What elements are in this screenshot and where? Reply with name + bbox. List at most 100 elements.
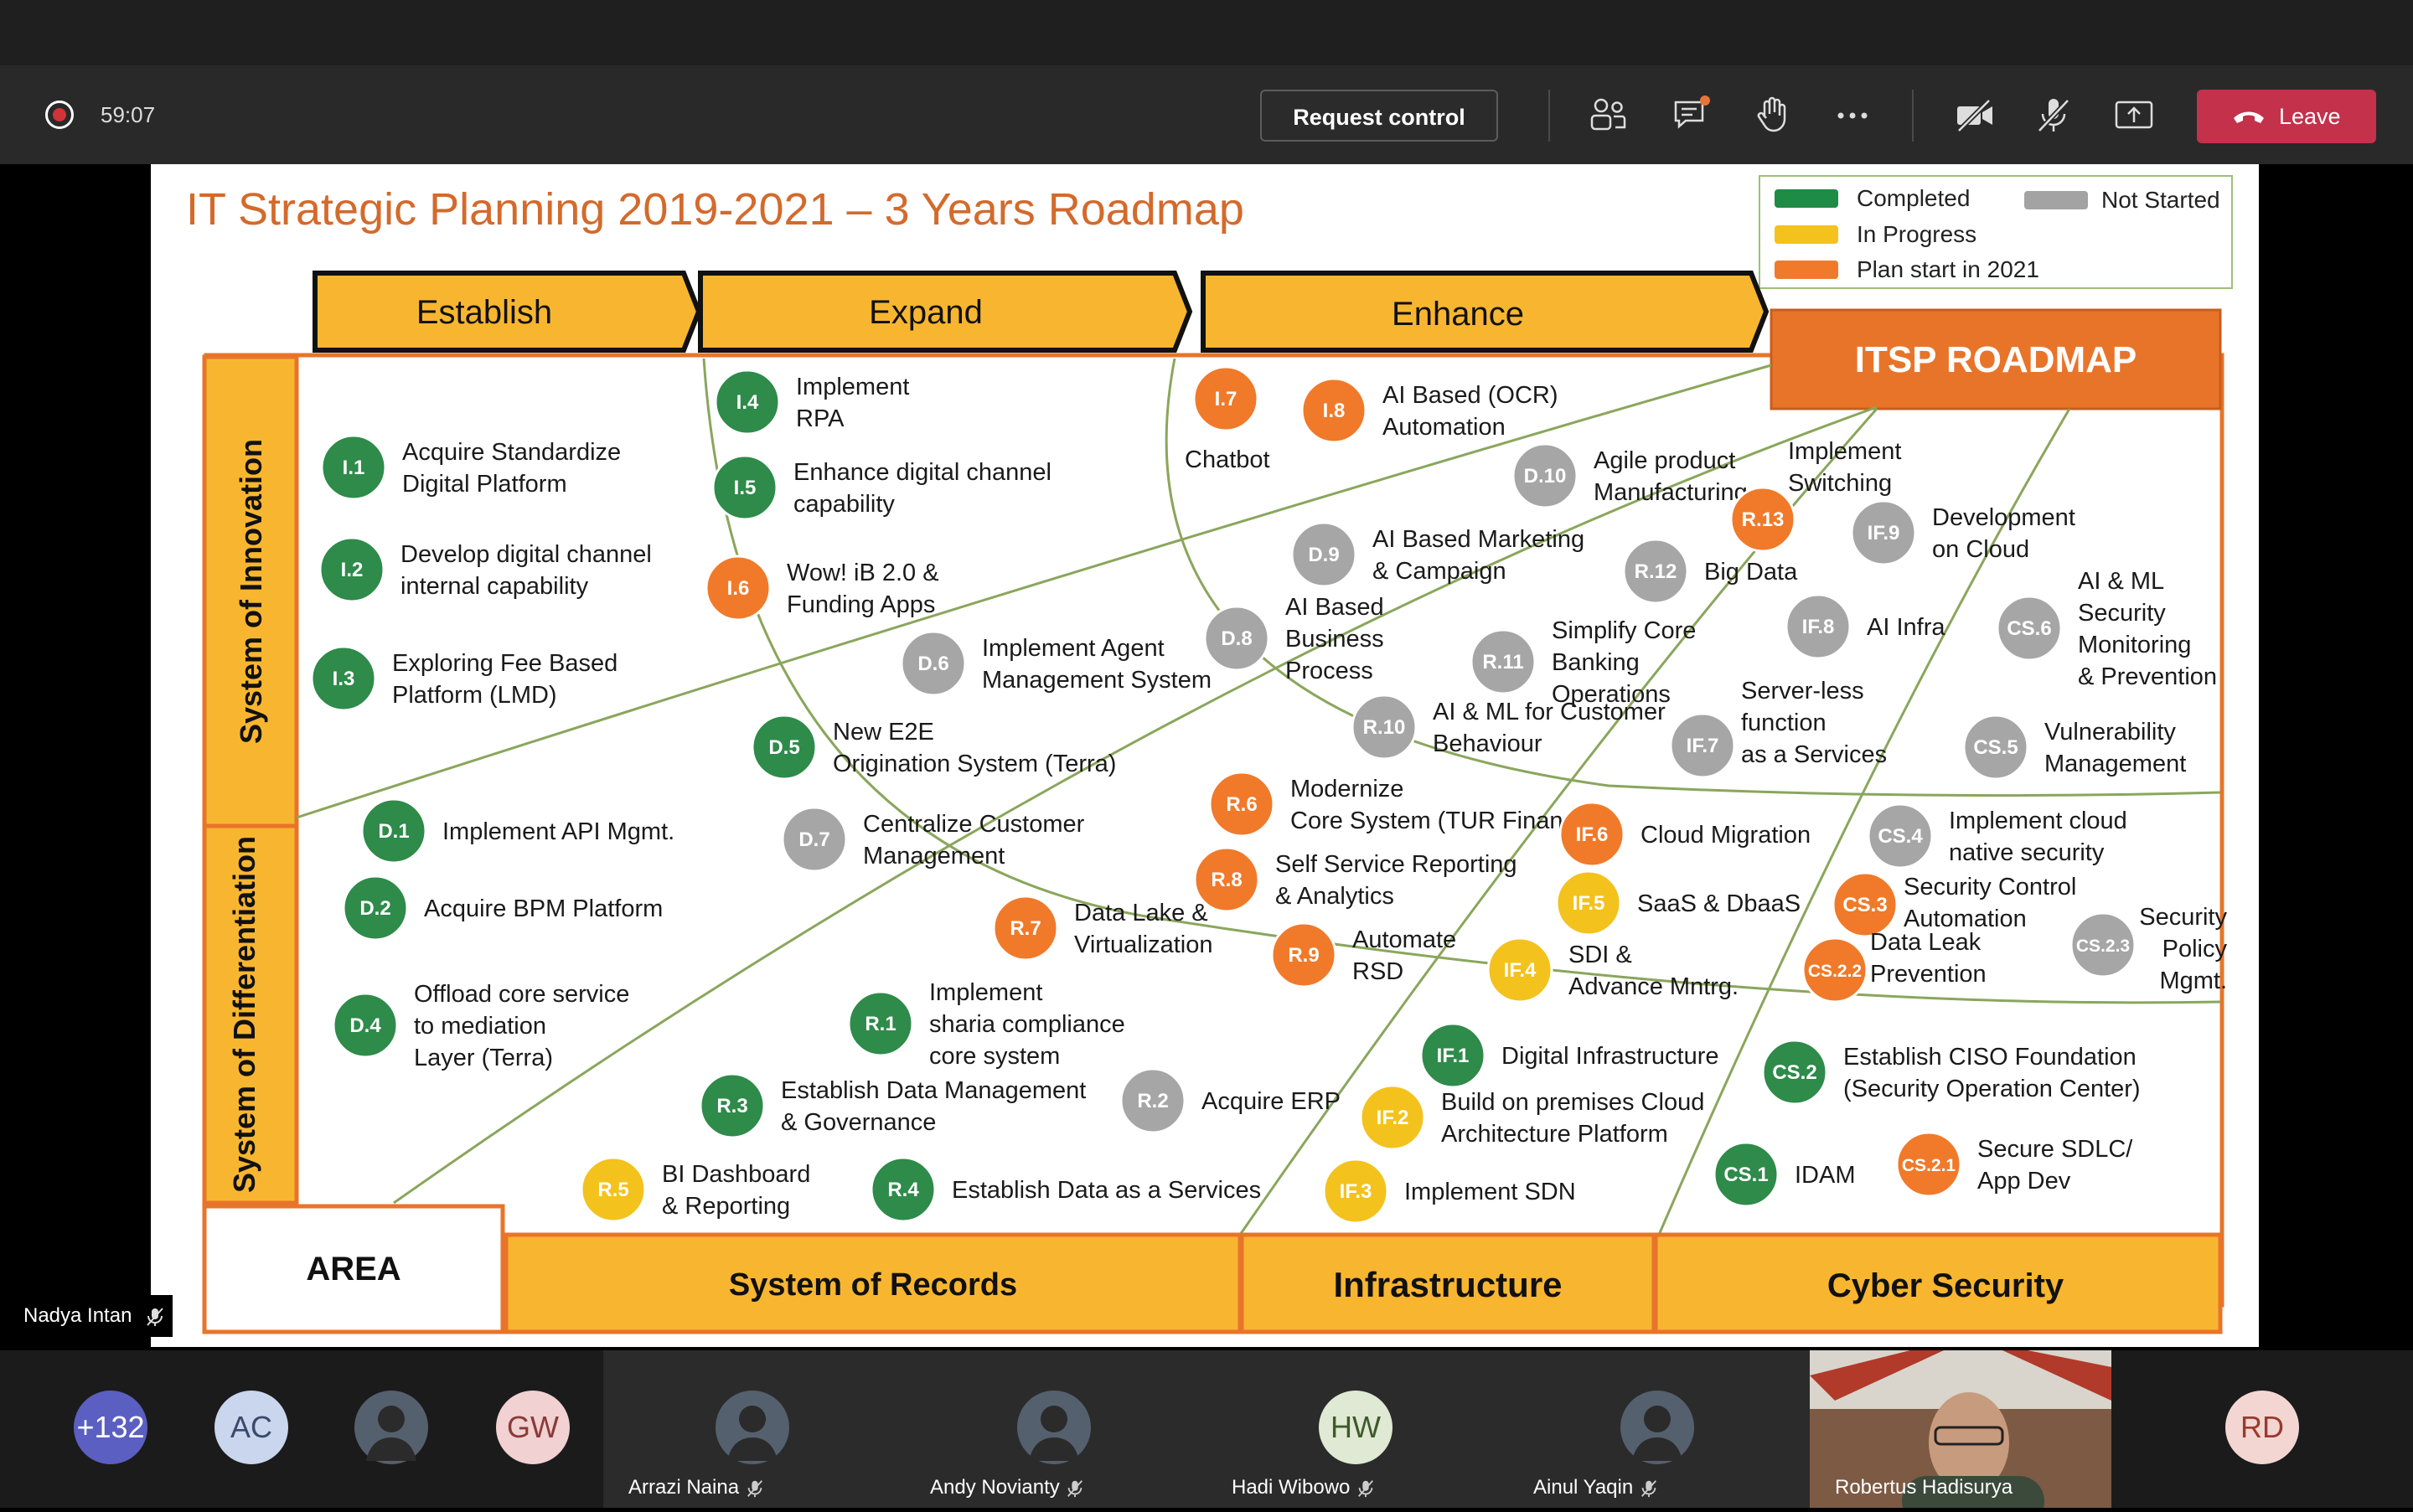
avatar[interactable]: +132 [74,1391,147,1464]
item-code: R.8 [1211,869,1242,891]
item-code: IF.9 [1868,522,1900,544]
participants-icon[interactable] [1587,94,1632,137]
avatar-photo[interactable] [354,1391,428,1464]
status-badge [1511,442,1579,509]
item-code: IF.2 [1377,1107,1409,1129]
item-code: R.2 [1137,1090,1168,1112]
area-system-of-records [504,1232,1243,1334]
raise-hand-icon[interactable] [1749,94,1795,137]
item-code: D.1 [378,820,409,843]
status-badge [580,1156,647,1223]
share-screen-icon[interactable] [2111,94,2157,137]
item-label: Self Service Reporting & Analytics [1275,851,1517,910]
avatar[interactable]: RD [2225,1391,2299,1464]
status-badge [1962,714,2029,781]
status-badge [1290,521,1357,588]
item-code: CS.1 [1723,1164,1768,1186]
legend-swatch-not-started [2024,191,2088,209]
avatar-photo[interactable] [1620,1391,1694,1464]
roadmap-item: CS.1 IDAM [1713,1141,1856,1208]
item-label: IDAM [1795,1162,1856,1189]
window-top-strip [0,0,2413,65]
participant-name: Andy Novianty [930,1476,1085,1499]
person-icon [1632,1406,1682,1461]
status-badge [342,875,409,942]
status-badge [1322,1158,1389,1225]
status-badge [1486,937,1553,1004]
item-label: Implement Switching [1788,438,1901,497]
participant-video-tile[interactable] [1810,1350,2111,1512]
avatar[interactable]: HW [1319,1391,1393,1464]
roadmap-item: CS.2.2 Data Leak Prevention [1801,929,1987,1004]
item-label: Acquire ERP [1201,1088,1341,1115]
legend-swatch-completed [1775,189,1838,208]
item-code: I.7 [1215,388,1238,410]
item-code: CS.2.1 [1902,1156,1956,1175]
item-code: I.8 [1323,400,1346,422]
avatar[interactable]: GW [496,1391,570,1464]
item-label: Vulnerability Management [2044,719,2186,777]
item-code: R.1 [865,1013,896,1035]
item-label: Implement SDN [1404,1179,1576,1205]
roadmap-item: IF.8 AI Infra [1785,593,1945,660]
item-label: Establish Data Management & Governance [781,1077,1086,1136]
phase-enhance: Enhance [1392,296,1524,333]
item-code: R.7 [1010,917,1041,940]
chat-icon[interactable] [1669,94,1714,137]
legend-in-progress: In Progress [1857,221,1976,247]
item-code: R.5 [597,1179,628,1201]
phase-establish: Establish [416,294,552,331]
item-label: Data Lake & Virtualization [1074,900,1213,958]
status-badge [1270,921,1337,988]
mic-off-icon [1641,1479,1656,1497]
item-code: CS.2 [1772,1061,1816,1084]
leave-button[interactable]: Leave [2197,90,2376,143]
status-badge [711,454,778,521]
avatar-photo[interactable] [1017,1391,1091,1464]
status-badge [699,1072,766,1139]
more-icon[interactable] [1830,94,1875,137]
roadmap-item: IF.9 Development on Cloud [1850,499,2075,566]
mic-off-icon[interactable] [2031,94,2076,137]
status-badge [1729,486,1796,553]
roadmap-item: I.7 Chatbot [1185,365,1270,473]
request-control-button[interactable]: Request control [1260,90,1498,142]
item-code: D.8 [1221,627,1252,650]
item-code: I.4 [736,391,759,414]
status-badge [1761,1039,1828,1106]
item-code: R.13 [1742,508,1785,531]
status-badge [1713,1141,1780,1208]
roadmap-item: IF.4 SDI & Advance Mntrg. [1486,937,1739,1004]
phase-arrow-establish [313,271,702,353]
roadmap-item: I.4 Implement RPA [714,369,909,436]
meeting-control-bar [0,65,2413,164]
item-code: I.5 [734,477,757,499]
roadmap-item: CS.2.3 Security Policy Mgmt. [2069,904,2227,994]
roadmap-item: I.5 Enhance digital channel capability [711,454,1051,521]
status-badge [1867,802,1934,870]
roadmap-item: R.8 Self Service Reporting & Analytics [1193,846,1517,913]
roadmap-item: D.6 Implement Agent Management System [900,630,1212,697]
item-code: D.4 [349,1014,381,1037]
item-label: Implement API Mgmt. [442,818,674,845]
itsp-roadmap-box [1770,308,2222,410]
roadmap-item: IF.7 Server-less function as a Services [1669,678,1887,779]
avatar-photo[interactable] [716,1391,789,1464]
status-badge [751,714,818,781]
roadmap-item: CS.2.1 Secure SDLC/App Dev [1895,1131,2133,1198]
item-code: I.2 [341,559,364,581]
item-label: Enhance digital channel capability [793,459,1051,518]
status-badge [332,992,399,1059]
item-label: SDI & Advance Mntrg. [1568,942,1739,1000]
legend-swatch-planned [1775,261,1838,279]
shared-slide: IT Strategic Planning 2019-2021 – 3 Year… [151,164,2259,1347]
avatar[interactable]: AC [214,1391,288,1464]
camera-off-icon[interactable] [1952,94,1997,137]
status-badge [1192,365,1259,432]
item-label: AI & ML for Customer Behaviour [1433,699,1666,757]
participant-name: Robertus Hadisurya [1835,1476,2013,1499]
status-badge [992,895,1059,962]
item-code: CS.2.2 [1808,962,1862,981]
